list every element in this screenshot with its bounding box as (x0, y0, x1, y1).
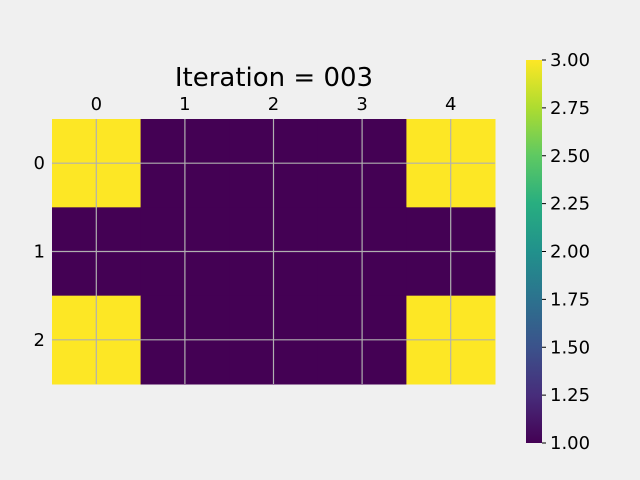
y-tick-label-1: 1 (34, 242, 45, 263)
y-tick-label-0: 0 (34, 153, 45, 174)
y-tick-label-2: 2 (34, 330, 45, 351)
x-tick-label-4: 4 (445, 94, 456, 115)
x-tick-label-0: 0 (91, 94, 102, 115)
grid-lines (52, 119, 495, 384)
colorbar-tick-label: 1.25 (550, 385, 590, 406)
colorbar-tick-label: 1.75 (550, 289, 590, 310)
colorbar-tick-label: 2.75 (550, 98, 590, 119)
chart-title: Iteration = 003 (175, 63, 373, 93)
colorbar (526, 60, 542, 443)
colorbar-tick-label: 2.00 (550, 242, 590, 263)
colorbar-tick-label: 2.25 (550, 194, 590, 215)
x-tick-label-3: 3 (356, 94, 367, 115)
colorbar-tick-labels: 1.00 1.25 1.50 1.75 2.00 2.25 2.50 2.75 3.00 (542, 50, 590, 454)
colorbar-tick-label: 1.00 (550, 433, 590, 454)
x-tick-labels: 0 1 2 3 4 (91, 94, 457, 115)
y-tick-labels: 0 1 2 (34, 153, 45, 351)
x-tick-label-2: 2 (268, 94, 279, 115)
colorbar-tick-label: 1.50 (550, 337, 590, 358)
colorbar-tick-label: 2.50 (550, 146, 590, 167)
x-tick-label-1: 1 (179, 94, 190, 115)
colorbar-tick-label: 3.00 (550, 50, 590, 71)
